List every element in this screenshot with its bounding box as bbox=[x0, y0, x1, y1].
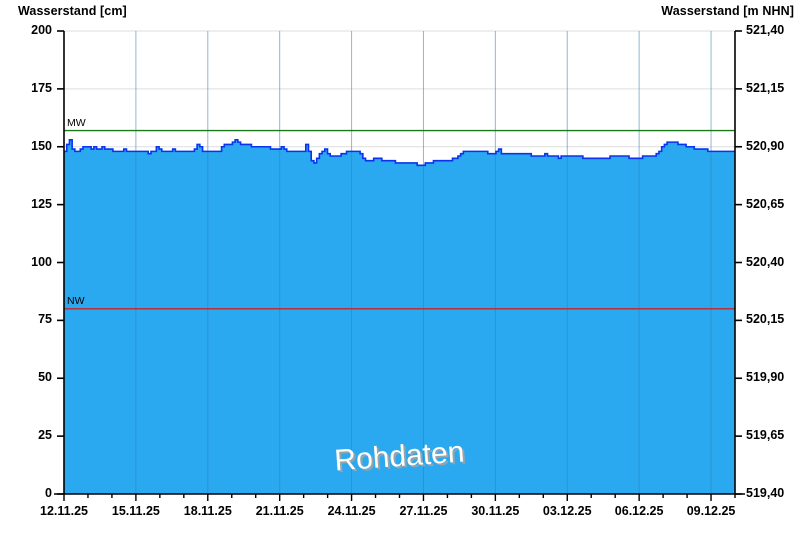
y-axis-label-right: 520,90 bbox=[746, 138, 785, 153]
x-axis-label: 24.11.25 bbox=[327, 504, 376, 518]
x-axis-label: 09.12.25 bbox=[686, 504, 736, 518]
y-axis-label-left: 200 bbox=[31, 23, 52, 37]
gridlines-over-fill bbox=[135, 31, 712, 494]
x-axis-label: 15.11.25 bbox=[111, 504, 160, 518]
x-axis-label: 30.11.25 bbox=[471, 504, 520, 518]
y-axis-label-right: 520,40 bbox=[746, 254, 785, 269]
right-axis-title: Wasserstand [m NHN] bbox=[661, 4, 794, 18]
x-axis-label: 06.12.25 bbox=[614, 504, 664, 518]
x-axis-label: 18.11.25 bbox=[183, 504, 232, 518]
y-axis-label-left: 75 bbox=[38, 312, 52, 327]
y-axis-label-left: 100 bbox=[31, 254, 52, 269]
y-axis-label-right: 519,90 bbox=[746, 370, 785, 385]
y-axis-label-right: 519,40 bbox=[746, 486, 785, 500]
y-axis-label-left: 25 bbox=[38, 428, 52, 443]
y-axis-label-right: 520,65 bbox=[746, 196, 785, 211]
x-axis-label: 21.11.25 bbox=[255, 504, 304, 518]
water-level-line-series bbox=[64, 139, 735, 167]
y-axis-label-right: 521,40 bbox=[746, 23, 785, 37]
y-axis-label-left: 175 bbox=[31, 80, 52, 95]
y-axis-label-left: 0 bbox=[45, 486, 52, 500]
y-axis-label-left: 50 bbox=[38, 370, 52, 385]
y-axis-label-right: 521,15 bbox=[746, 80, 785, 95]
reference-lines bbox=[64, 129, 735, 310]
y-axis-label-right: 519,65 bbox=[746, 428, 785, 443]
reference-label-mw: MW bbox=[67, 116, 86, 129]
axis-ticks bbox=[57, 30, 742, 501]
y-axis-label-left: 150 bbox=[31, 138, 52, 153]
reference-label-nw: NW bbox=[67, 294, 85, 307]
y-axis-label-left: 125 bbox=[31, 196, 52, 211]
water-level-line bbox=[64, 139, 735, 167]
x-axis-label: 12.11.25 bbox=[40, 504, 88, 518]
x-axis-label: 27.11.25 bbox=[399, 504, 448, 518]
x-axis-label: 03.12.25 bbox=[542, 504, 592, 518]
y-axis-label-right: 520,15 bbox=[746, 312, 785, 327]
left-axis-title: Wasserstand [cm] bbox=[18, 4, 127, 18]
